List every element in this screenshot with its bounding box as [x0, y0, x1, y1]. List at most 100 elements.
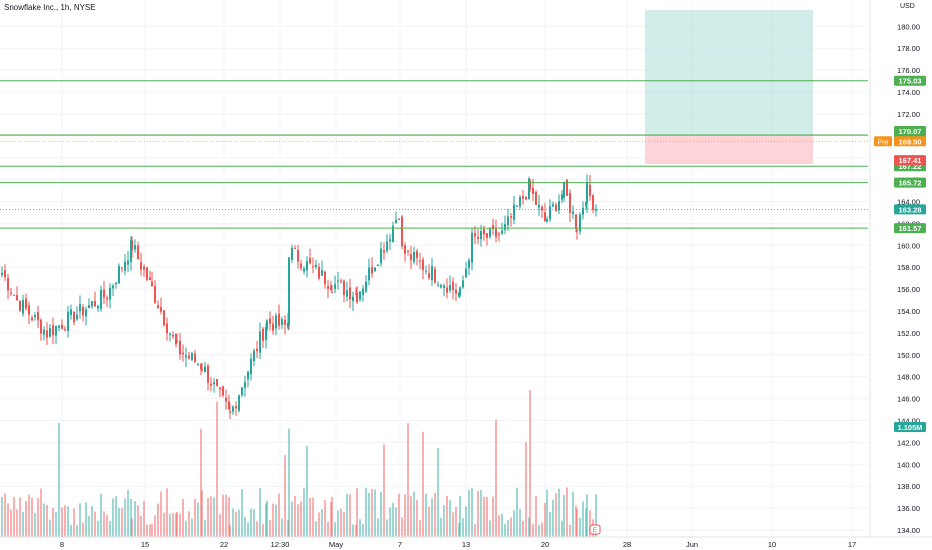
- candle-body[interactable]: [146, 267, 148, 280]
- candle-body[interactable]: [486, 233, 488, 238]
- candle-body[interactable]: [431, 265, 433, 281]
- candle-body[interactable]: [97, 306, 99, 309]
- candle-body[interactable]: [516, 205, 518, 207]
- candle-body[interactable]: [37, 312, 39, 321]
- candlesticks[interactable]: [1, 174, 597, 420]
- candle-body[interactable]: [498, 233, 500, 235]
- candle-body[interactable]: [247, 371, 249, 380]
- candle-body[interactable]: [558, 200, 560, 211]
- earnings-marker-bg[interactable]: [589, 524, 601, 535]
- candle-body[interactable]: [356, 292, 358, 303]
- candle-body[interactable]: [207, 365, 209, 383]
- candle-body[interactable]: [519, 196, 521, 207]
- candle-body[interactable]: [337, 280, 339, 282]
- candle-body[interactable]: [398, 218, 400, 220]
- candle-body[interactable]: [284, 319, 286, 325]
- candle-body[interactable]: [535, 191, 537, 205]
- currency-label[interactable]: USD: [900, 3, 915, 10]
- candle-body[interactable]: [566, 179, 568, 196]
- candle-body[interactable]: [465, 268, 467, 278]
- candle-body[interactable]: [468, 260, 470, 269]
- candle-body[interactable]: [25, 298, 27, 309]
- candle-body[interactable]: [200, 364, 202, 370]
- candle-body[interactable]: [169, 333, 171, 335]
- candle-body[interactable]: [49, 327, 51, 337]
- candle-body[interactable]: [225, 397, 227, 402]
- time-axis[interactable]: 8 15 22 12:30 May 7 13 20 28 Jun 10 17: [0, 536, 932, 549]
- candle-body[interactable]: [331, 291, 333, 293]
- candle-body[interactable]: [28, 305, 30, 315]
- candle-body[interactable]: [238, 395, 240, 411]
- candle-body[interactable]: [538, 204, 540, 208]
- candle-body[interactable]: [349, 287, 351, 300]
- candle-body[interactable]: [549, 206, 551, 220]
- candle-body[interactable]: [241, 387, 243, 395]
- candle-body[interactable]: [118, 266, 120, 284]
- candle-body[interactable]: [13, 294, 15, 296]
- candle-body[interactable]: [440, 285, 442, 288]
- candle-body[interactable]: [16, 295, 18, 300]
- candle-body[interactable]: [522, 195, 524, 199]
- candle-body[interactable]: [172, 335, 174, 337]
- candle-body[interactable]: [115, 282, 117, 285]
- candle-body[interactable]: [359, 291, 361, 300]
- candle-body[interactable]: [157, 305, 159, 309]
- candle-body[interactable]: [529, 180, 531, 190]
- candle-body[interactable]: [386, 241, 388, 251]
- candle-body[interactable]: [513, 204, 515, 221]
- candle-body[interactable]: [91, 301, 93, 307]
- candle-body[interactable]: [124, 261, 126, 271]
- candle-body[interactable]: [501, 230, 503, 234]
- candle-body[interactable]: [131, 240, 133, 250]
- candle-body[interactable]: [109, 287, 111, 300]
- candle-body[interactable]: [504, 224, 506, 231]
- candle-body[interactable]: [352, 296, 354, 302]
- candle-body[interactable]: [275, 315, 277, 329]
- candle-body[interactable]: [541, 206, 543, 211]
- candle-body[interactable]: [201, 369, 203, 371]
- candle-body[interactable]: [452, 281, 454, 291]
- candle-body[interactable]: [563, 181, 565, 198]
- candle-body[interactable]: [422, 259, 424, 271]
- candle-body[interactable]: [483, 229, 485, 235]
- candle-body[interactable]: [176, 341, 178, 343]
- candle-body[interactable]: [219, 387, 221, 390]
- candle-body[interactable]: [410, 254, 412, 261]
- candle-body[interactable]: [76, 314, 78, 320]
- candle-body[interactable]: [266, 320, 268, 330]
- candle-body[interactable]: [154, 285, 156, 303]
- candle-body[interactable]: [166, 323, 168, 334]
- candle-body[interactable]: [163, 310, 165, 326]
- candle-body[interactable]: [334, 284, 336, 290]
- loss-zone[interactable]: [645, 135, 813, 165]
- candle-body[interactable]: [589, 184, 591, 196]
- candle-body[interactable]: [70, 309, 72, 316]
- candle-body[interactable]: [318, 266, 320, 279]
- candle-body[interactable]: [474, 232, 476, 237]
- candle-body[interactable]: [229, 411, 231, 413]
- candle-body[interactable]: [222, 386, 224, 396]
- candle-body[interactable]: [121, 267, 123, 269]
- candle-body[interactable]: [552, 204, 554, 207]
- candle-body[interactable]: [585, 202, 587, 206]
- candle-body[interactable]: [64, 329, 66, 331]
- candle-body[interactable]: [321, 270, 323, 276]
- candle-body[interactable]: [143, 266, 145, 270]
- candle-body[interactable]: [185, 355, 187, 358]
- candle-body[interactable]: [291, 247, 293, 260]
- candle-body[interactable]: [471, 232, 473, 263]
- candle-body[interactable]: [79, 303, 81, 312]
- candle-body[interactable]: [492, 225, 494, 230]
- candle-body[interactable]: [407, 250, 409, 252]
- candle-body[interactable]: [404, 245, 406, 254]
- candle-body[interactable]: [134, 245, 136, 250]
- candle-body[interactable]: [383, 250, 385, 253]
- candle-body[interactable]: [416, 251, 418, 258]
- candle-body[interactable]: [425, 270, 427, 272]
- candle-body[interactable]: [106, 297, 108, 300]
- candle-body[interactable]: [197, 364, 199, 366]
- candle-body[interactable]: [303, 268, 305, 272]
- candle-body[interactable]: [43, 329, 45, 335]
- candle-body[interactable]: [419, 260, 421, 262]
